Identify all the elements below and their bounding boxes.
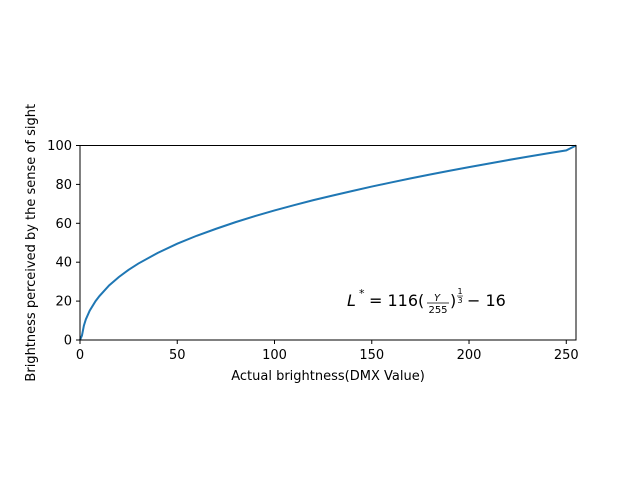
formula-exponent-denominator: 3 xyxy=(457,296,462,305)
y-tick-label: 80 xyxy=(55,178,72,193)
axes-frame xyxy=(79,145,577,341)
y-axis-label: Brightness perceived by the sense of sig… xyxy=(24,104,39,382)
formula-tail: − 16 xyxy=(467,291,506,310)
x-axis-ticks: 0 50 100 150 200 250 xyxy=(76,340,579,363)
y-tick-label: 20 xyxy=(55,295,72,310)
x-axis-label: Actual brightness(DMX Value) xyxy=(231,369,425,384)
formula-equals: = 116( xyxy=(369,291,424,310)
x-tick-label: 250 xyxy=(554,348,579,363)
y-tick-label: 40 xyxy=(55,256,72,271)
formula-fraction-denominator: 255 xyxy=(428,305,447,316)
formula-fraction-numerator: Y xyxy=(434,293,441,304)
y-tick-label: 0 xyxy=(64,334,72,349)
y-tick-label: 60 xyxy=(55,217,72,232)
formula-exponent-numerator: 1 xyxy=(457,287,462,296)
x-tick-label: 200 xyxy=(457,348,482,363)
x-tick-label: 0 xyxy=(76,348,84,363)
formula-annotation: L * = 116( Y 255 ) 1 3 − 16 xyxy=(347,287,506,316)
plot-area xyxy=(79,144,577,341)
x-tick-label: 150 xyxy=(359,348,384,363)
formula-lhs-superscript: * xyxy=(359,287,365,300)
y-axis-ticks: 0 20 40 60 80 100 xyxy=(47,139,80,349)
x-tick-label: 50 xyxy=(169,348,186,363)
formula-close-paren: ) xyxy=(450,291,456,310)
y-tick-label: 100 xyxy=(47,139,72,154)
series-line xyxy=(79,144,577,341)
formula-lhs: L xyxy=(347,291,356,310)
x-tick-label: 100 xyxy=(262,348,287,363)
